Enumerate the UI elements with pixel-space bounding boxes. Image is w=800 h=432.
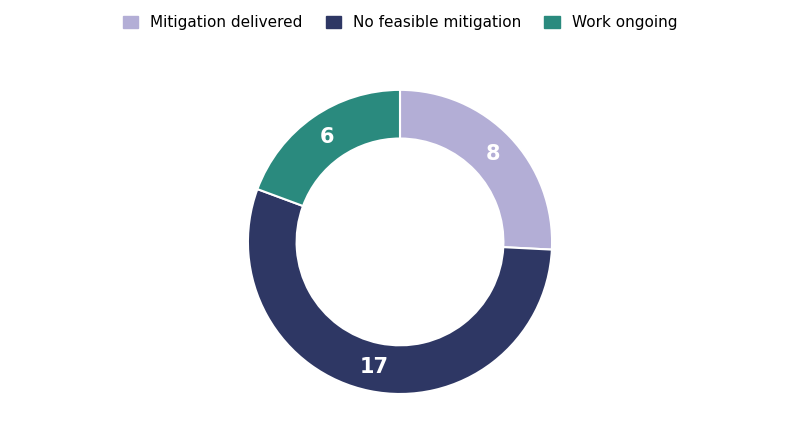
- Wedge shape: [400, 90, 552, 250]
- Text: 6: 6: [320, 127, 334, 147]
- Text: 8: 8: [486, 144, 500, 164]
- Text: 17: 17: [360, 357, 389, 377]
- Wedge shape: [248, 189, 552, 394]
- Legend: Mitigation delivered, No feasible mitigation, Work ongoing: Mitigation delivered, No feasible mitiga…: [115, 8, 685, 38]
- Wedge shape: [258, 90, 400, 206]
